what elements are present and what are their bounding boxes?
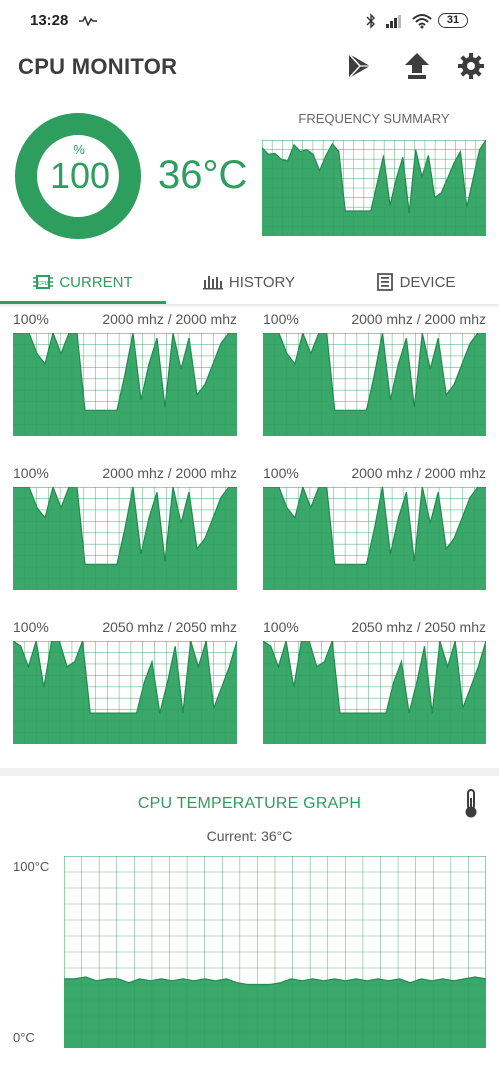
- core-3-graph-area: [263, 487, 486, 590]
- core-0-graph: [13, 333, 237, 436]
- cpu-temperature: 36°C: [158, 153, 248, 197]
- tab-history[interactable]: HISTORY: [166, 262, 332, 302]
- core-0-percent: 100%: [13, 311, 49, 327]
- core-5-graph: [263, 641, 486, 744]
- tab-bar-shadow: [0, 304, 499, 308]
- core-2-percent: 100%: [13, 465, 49, 481]
- battery-indicator: 31: [438, 13, 468, 28]
- settings-gear-icon[interactable]: [457, 52, 485, 80]
- usage-value: 100: [49, 155, 111, 196]
- tab-current-label: CURRENT: [59, 273, 133, 291]
- core-4-graph: [13, 641, 237, 744]
- core-1-percent: 100%: [263, 311, 299, 327]
- core-3-graph: [263, 487, 486, 590]
- temperature-graph: [64, 856, 486, 1048]
- core-2-frequency: 2000 mhz / 2000 mhz: [102, 465, 237, 481]
- core-0-graph-line: [13, 333, 237, 411]
- status-time: 13:28: [30, 12, 69, 29]
- core-1-frequency: 2000 mhz / 2000 mhz: [351, 311, 486, 327]
- core-5-graph-line: [263, 641, 486, 714]
- thermometer-icon: [465, 789, 477, 818]
- core-4-frequency: 2050 mhz / 2050 mhz: [102, 619, 237, 635]
- temperature-y-max-label: 100°C: [13, 859, 50, 874]
- frequency-summary-graph: [262, 140, 486, 236]
- tab-device-label: DEVICE: [399, 273, 456, 291]
- temperature-y-min-label: 0°C: [13, 1030, 35, 1045]
- activity-icon: [79, 16, 97, 26]
- cpu-usage-gauge: [15, 113, 141, 239]
- upload-icon[interactable]: [404, 52, 430, 80]
- play-store-icon[interactable]: [346, 52, 372, 80]
- core-0-graph-area: [13, 333, 237, 436]
- core-4-percent: 100%: [13, 619, 49, 635]
- core-3-percent: 100%: [263, 465, 299, 481]
- bar-chart-icon: [202, 276, 223, 290]
- section-divider: [0, 768, 499, 776]
- svg-text:CPU: CPU: [38, 281, 49, 287]
- core-2-graph: [13, 487, 237, 590]
- core-3-frequency: 2000 mhz / 2000 mhz: [351, 465, 486, 481]
- core-0-frequency: 2000 mhz / 2000 mhz: [102, 311, 237, 327]
- usage-percent-symbol: %: [73, 142, 85, 157]
- core-2-graph-line: [13, 487, 237, 565]
- signal-icon: [386, 15, 401, 28]
- document-icon: [376, 273, 393, 291]
- core-4-graph-line: [13, 641, 237, 714]
- bluetooth-icon: [366, 13, 375, 29]
- tab-history-label: HISTORY: [228, 273, 296, 291]
- core-1-graph-area: [263, 333, 486, 436]
- status-bar: 13:28 31: [0, 0, 499, 42]
- frequency-summary-title: FREQUENCY SUMMARY: [298, 111, 450, 126]
- temperature-current: Current: 36°C: [206, 828, 293, 844]
- wifi-icon: [412, 14, 432, 29]
- core-2-graph-area: [13, 487, 237, 590]
- app-title: CPU MONITOR: [18, 54, 178, 79]
- core-5-percent: 100%: [263, 619, 299, 635]
- tab-current[interactable]: CPU CURRENT: [0, 262, 166, 302]
- core-5-graph-area: [263, 641, 486, 744]
- tab-device[interactable]: DEVICE: [332, 262, 499, 302]
- core-5-frequency: 2050 mhz / 2050 mhz: [351, 619, 486, 635]
- core-1-graph-line: [263, 333, 486, 411]
- cpu-chip-icon: CPU: [33, 275, 54, 289]
- temperature-graph-title: CPU TEMPERATURE GRAPH: [137, 795, 362, 812]
- core-3-graph-line: [263, 487, 486, 565]
- core-4-graph-area: [13, 641, 237, 744]
- frequency-summary-graph-area: [262, 140, 486, 236]
- active-tab-indicator: [0, 301, 166, 304]
- core-1-graph: [263, 333, 486, 436]
